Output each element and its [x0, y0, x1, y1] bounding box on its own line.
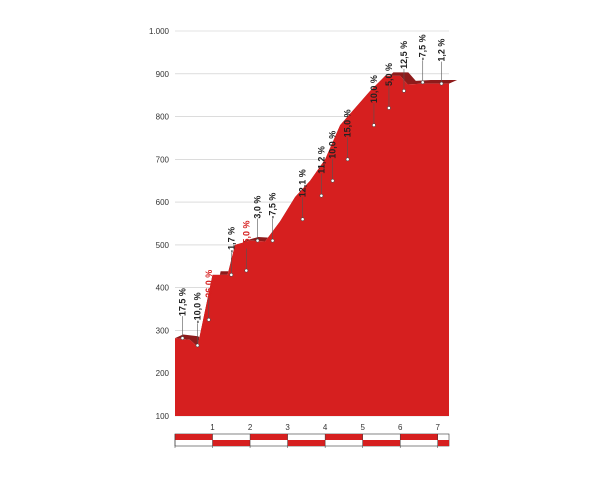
- y-axis-ticks: 100 200 300 400 500 600 700 800 900 1.000: [149, 27, 170, 421]
- y-tick-label: 300: [156, 326, 170, 335]
- y-tick-label: 200: [156, 369, 170, 378]
- x-tick-label: 4: [323, 423, 328, 432]
- grade-marker-dot: [345, 157, 350, 162]
- km-ruler-segment: [325, 434, 363, 440]
- grade-label: 10,0 %: [369, 75, 379, 103]
- grade-marker-dot: [229, 272, 234, 277]
- grade-label: 26,0 %: [204, 270, 214, 298]
- grade-label: 17,5 %: [178, 288, 188, 316]
- grade-label: 1,2 %: [436, 39, 446, 62]
- y-tick-label: 1.000: [149, 27, 170, 36]
- grade-label: 5,0 %: [384, 63, 394, 86]
- km-ruler-segment: [212, 440, 251, 446]
- grade-label: 10,0 %: [328, 131, 338, 159]
- profile-area: [175, 75, 449, 417]
- y-tick-label: 600: [156, 198, 170, 207]
- grade-label: -7,5 %: [268, 193, 278, 219]
- x-tick-label: 7: [436, 423, 441, 432]
- grade-label: 12,1 %: [298, 169, 308, 197]
- grade-label: -1,7 %: [226, 227, 236, 253]
- grade-marker-dot: [206, 317, 211, 322]
- grade-labels: 17,5 % -10,0 %26,0 % -1,7 % 25,0 %3,0 % -7,5…: [178, 34, 447, 323]
- grade-marker-dot: [439, 81, 444, 86]
- x-tick-label: 1: [210, 423, 215, 432]
- profile-fill: [175, 75, 449, 417]
- km-ruler-segment: [362, 440, 401, 446]
- y-tick-label: 500: [156, 241, 170, 250]
- x-tick-label: 5: [360, 423, 365, 432]
- grade-label: 12,5 %: [399, 41, 409, 69]
- grade-marker-dot: [180, 336, 185, 340]
- km-ruler-segment: [437, 440, 449, 446]
- grade-marker-dot: [402, 89, 406, 93]
- x-tick-label: 3: [285, 423, 290, 432]
- grade-marker-dot: [330, 178, 335, 183]
- km-ruler-segment: [287, 440, 326, 446]
- grade-label: 3,0 %: [253, 196, 263, 219]
- grade-marker-dot: [270, 238, 275, 243]
- grade-label: 15,0 %: [343, 109, 353, 137]
- x-axis-km-ruler: 1 2 3 4 5 6 7: [174, 423, 450, 448]
- y-tick-label: 400: [156, 284, 170, 293]
- y-tick-label: 800: [156, 113, 170, 122]
- y-tick-label: 900: [156, 70, 170, 79]
- grade-marker-dot: [195, 343, 200, 348]
- grade-markers: [180, 60, 444, 348]
- grade-label: 11,2 %: [316, 146, 326, 174]
- y-tick-label: 700: [156, 155, 170, 164]
- km-ruler-segment: [250, 434, 288, 440]
- grade-label: -10,0 %: [193, 292, 203, 323]
- grade-marker-dot: [319, 193, 324, 198]
- grade-marker-dot: [300, 217, 305, 222]
- grade-label: 25,0 %: [241, 221, 251, 249]
- grade-marker-dot: [372, 123, 376, 127]
- km-ruler-segment: [400, 434, 438, 440]
- x-tick-label: 2: [248, 423, 253, 432]
- km-ruler-segment: [175, 434, 213, 440]
- grade-marker-dot: [255, 238, 260, 243]
- grade-marker-dot: [420, 80, 425, 85]
- x-tick-label: 6: [398, 423, 403, 432]
- grade-marker-dot: [387, 106, 391, 110]
- grade-marker-dot: [244, 268, 249, 273]
- y-tick-label: 100: [156, 412, 170, 421]
- grade-label: -7,5 %: [418, 34, 428, 60]
